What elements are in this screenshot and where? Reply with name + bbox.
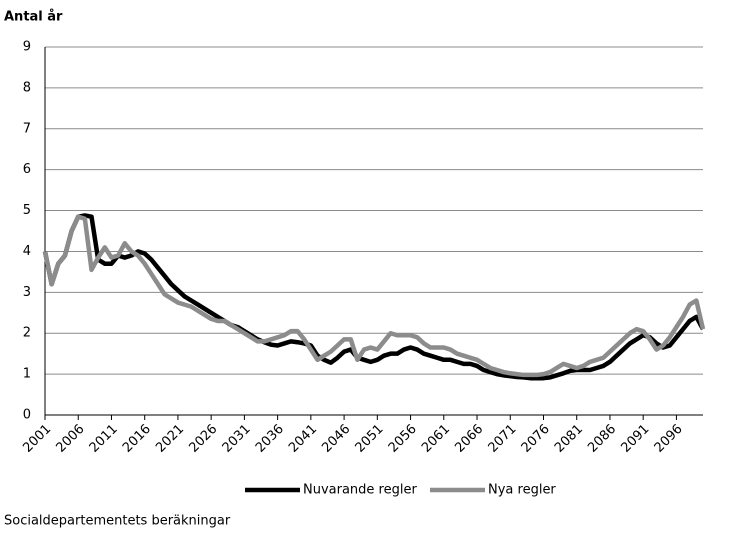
x-tick-label: 2026	[186, 422, 220, 456]
y-tick-label: 8	[23, 80, 31, 95]
y-tick-label: 1	[23, 367, 31, 382]
x-tick-label: 2046	[319, 422, 353, 456]
x-tick-label: 2091	[618, 422, 652, 456]
x-tick-label: 2086	[585, 422, 619, 456]
source-note: Socialdepartementets beräkningar	[4, 514, 231, 529]
data-line	[42, 213, 705, 381]
x-tick-label: 2066	[452, 422, 486, 456]
x-tick-label: 2011	[87, 422, 121, 456]
legend-label: Nuvarande regler	[303, 483, 417, 498]
y-tick-label: 5	[23, 203, 31, 218]
y-tick-label: 0	[23, 408, 31, 423]
x-tick-label: 2031	[220, 422, 254, 456]
y-tick-label: 7	[23, 121, 31, 136]
x-tick-label: 2096	[652, 422, 686, 456]
x-tick-label: 2071	[486, 422, 520, 456]
x-tick-label: 2021	[153, 422, 187, 456]
legend-label: Nya regler	[488, 483, 556, 498]
x-tick-label: 2056	[386, 422, 420, 456]
y-tick-label: 3	[23, 285, 31, 300]
x-tick-label: 2051	[353, 422, 387, 456]
x-tick-label: 2041	[286, 422, 320, 456]
x-tick-label: 2081	[552, 422, 586, 456]
y-tick-label: 6	[23, 162, 31, 177]
x-tick-label: 2076	[519, 422, 553, 456]
x-tick-label: 2061	[419, 422, 453, 456]
x-tick-label: 2016	[120, 422, 154, 456]
x-tick-label: 2006	[54, 422, 88, 456]
data-line	[42, 214, 706, 378]
x-tick-label: 2036	[253, 422, 287, 456]
y-tick-label: 2	[23, 326, 31, 341]
y-tick-label: 4	[23, 244, 31, 259]
x-tick-label: 2001	[20, 422, 54, 456]
y-tick-label: 9	[23, 40, 31, 55]
chart-title: Antal år	[4, 10, 63, 25]
